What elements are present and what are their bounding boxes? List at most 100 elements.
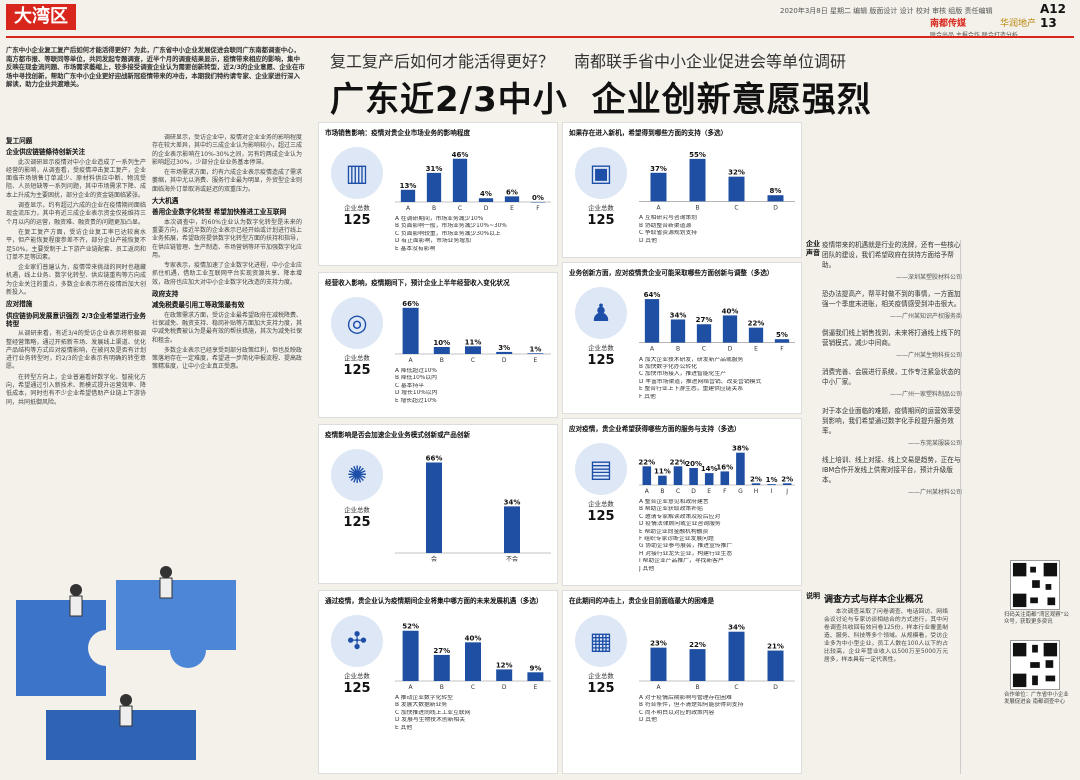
paragraph: 专家表示，疫情加速了企业数字化进程，中小企业应抓住机遇，借助工业互联网平台实现资… xyxy=(152,262,302,286)
legend-item: D 疫情法律顾问或企业咨询服务 xyxy=(639,521,721,528)
sample-size-label: 企业总数 xyxy=(344,204,370,212)
legend-item: D 其他 xyxy=(639,717,657,724)
sample-size-value: 125 xyxy=(587,353,615,368)
survey-chart-panel: 应对疫情，贵企业希望获得哪些方面的服务与支持（多选） ▤ 企业总数 125 22% A 11… xyxy=(562,418,802,586)
bar-value-label: 40% xyxy=(722,307,739,315)
bar-value-label: 6% xyxy=(506,188,518,196)
bar xyxy=(402,630,419,681)
bar xyxy=(650,647,667,681)
category-label: H xyxy=(754,488,759,495)
legend-item: D 其他 xyxy=(639,237,657,244)
sample-size-label: 企业总数 xyxy=(344,506,370,514)
survey-chart-panel: 业务创新方面，应对疫情贵企业可能采取哪些方面创新与调整（多选） ♟ 企业总数 125 6… xyxy=(562,262,802,414)
headline: 广东近2/3中小 企业创新意愿强烈 xyxy=(330,72,872,121)
bar xyxy=(689,649,706,681)
section-tag: 大湾区 xyxy=(6,4,76,30)
bar-value-label: 2% xyxy=(781,475,793,483)
bar-value-label: 37% xyxy=(650,165,667,173)
bar xyxy=(504,196,520,202)
category-label: D xyxy=(728,346,733,353)
survey-chart-panel: 市场销售影响：疫情对贵企业市场业务的影响程度 ▥ 企业总数 125 13% A 31% B 46… xyxy=(318,122,558,266)
chart-legend: A 推动企业数字化转型 B 发展大数据新业务 C 加快推进向线上工业互联网 D 发展与… xyxy=(395,695,553,732)
bar xyxy=(465,346,481,354)
chart-title: 应对疫情，贵企业希望获得哪些方面的服务与支持（多选） xyxy=(569,425,741,433)
survey-chart-panel: 如果存在进入新机，希望得到哪些方面的支持（多选） ▣ 企业总数 125 37% A 55% B… xyxy=(562,122,802,258)
survey-chart-panel: 通过疫情，贵企业认为疫情期间企业将集中哪方面的未来发展机遇（多选） ✣ 企业总数 12… xyxy=(318,590,558,774)
bar-chart: 64% A 34% B 27% C 40% D 22% E 5% F xyxy=(639,291,795,353)
method-text: 本次调查采取了问卷调查、电话回访、网络会议讨论与专家访谈相结合的方式进行，其中问… xyxy=(824,609,948,663)
qr-code-icon xyxy=(1010,640,1060,690)
bar xyxy=(689,158,706,202)
column-section-label: 应对措施 xyxy=(6,300,33,309)
category-label: E xyxy=(754,346,758,353)
headline-kicker: 复工复产后如何才能活得更好？ 南都联手省中小企业促进会等单位调研 xyxy=(330,48,846,72)
bar-value-label: 22% xyxy=(670,458,687,466)
bar-value-label: 2% xyxy=(750,475,762,483)
bar-chart: 37% A 55% B 32% C 8% D xyxy=(639,151,795,211)
category-label: G xyxy=(738,488,743,495)
bar xyxy=(782,483,792,485)
category-label: A xyxy=(645,488,650,495)
legend-item: B 帮助企业获取政策补贴 xyxy=(639,506,703,513)
article-column-2: 调研显示，受访企业中，疫情对企业业务的影响程度存在较大差异，其中约三成企业认为影… xyxy=(152,134,302,774)
bar xyxy=(527,353,544,354)
method-tag: 说明 xyxy=(806,592,820,600)
document-icon: ▦ xyxy=(575,615,627,667)
cash-register-icon: ▣ xyxy=(575,147,627,199)
wallet-icon: ▤ xyxy=(575,443,627,495)
legend-item: A 互相研究与咨询策划 xyxy=(639,215,697,222)
legend-item: A 降低超过10% xyxy=(395,368,437,374)
voices-tag: 企业声音 xyxy=(806,240,820,257)
legend-item: E 其他 xyxy=(395,724,413,731)
bar-chart: 66% A 10% B 11% C 3% D 1% E xyxy=(395,300,551,364)
chart-legend: A 降低超过10% B 降低10%以内 C 基本持平 D 增长10%以内 E 增长超过1… xyxy=(395,368,553,405)
bar-value-label: 34% xyxy=(728,624,745,632)
paragraph: 从调研来看，有近3/4的受访企业表示将积极调整经营策略，通过开拓新市场、发展线上… xyxy=(6,330,146,371)
bar xyxy=(402,307,419,354)
legend-item: G 协助企业参与展会，推进宣传推广 xyxy=(639,543,733,550)
chart-legend: A 整合企业意见和政府建言 B 帮助企业获取政策补贴 C 邀请专家解读政策及疫后应对… xyxy=(639,499,797,573)
bar xyxy=(496,351,513,354)
category-label: F xyxy=(723,488,727,495)
headline-left: 广东近2/3中小 xyxy=(330,80,568,120)
legend-item: J 其他 xyxy=(639,565,655,572)
qr-caption: 合作单位：广东省中小企业发展促进会 南都调查中心 xyxy=(1004,692,1069,705)
sponsor-line: 联合出品 主报合作 联合打造分析 xyxy=(930,30,1018,39)
bar-value-label: 3% xyxy=(498,344,510,352)
method-title: 调查方式与样本企业概况 xyxy=(824,595,924,605)
legend-item: B 符合条件，但不清楚如何能获得到支持 xyxy=(639,702,744,709)
category-label: C xyxy=(702,346,706,353)
column-subhead: 企业供应链链條待创新关注 xyxy=(6,148,86,157)
puzzle-piece-right xyxy=(116,580,236,668)
column-section-label: 大大机遇 xyxy=(152,197,179,206)
bar xyxy=(504,506,520,553)
sample-size-label: 企业总数 xyxy=(344,354,370,362)
bar xyxy=(720,471,730,485)
category-label: E xyxy=(534,684,538,691)
category-label: C xyxy=(471,357,475,364)
bar xyxy=(751,483,761,485)
category-label: B xyxy=(432,205,436,212)
sample-size-value: 125 xyxy=(587,681,615,696)
bar xyxy=(767,650,784,681)
legend-item: E 帮助企业向金融机构融资 xyxy=(639,528,709,535)
bar-value-label: 27% xyxy=(696,316,713,324)
legend-item: B 降低10%以内 xyxy=(395,375,437,382)
bar xyxy=(426,462,442,553)
legend-item: A 推动企业数字化转型 xyxy=(395,695,453,701)
puzzle-piece-bottom xyxy=(46,710,196,760)
brand-logo-huarun: 华润地产 xyxy=(1000,19,1037,29)
bar xyxy=(689,468,698,485)
quote-source: ——广州某材料公司 xyxy=(907,489,962,496)
category-label: D xyxy=(691,488,696,495)
category-label: C xyxy=(458,205,462,212)
sample-size-label: 企业总数 xyxy=(588,500,614,508)
survey-chart-panel: 在此期间的冲击上，贵企业目前面临最大的困难是 ▦ 企业总数 125 23% A 22% B 34… xyxy=(562,590,802,774)
category-label: A xyxy=(409,684,414,691)
legend-item: D 发展与生物技术创新相关 xyxy=(395,717,466,724)
quote-text: 疫情带来的机遇就是行业的洗牌，还有一些核心团队的建设，我们希望政府在扶持方面给予… xyxy=(822,241,961,269)
bar-value-label: 4% xyxy=(480,190,492,198)
chart-legend: A 加大企业技术研发，研发新产品或服务 B 加快数字化办公转化 C 加快市场接入，推… xyxy=(639,357,797,401)
bar xyxy=(530,202,546,203)
person-head xyxy=(120,694,132,706)
